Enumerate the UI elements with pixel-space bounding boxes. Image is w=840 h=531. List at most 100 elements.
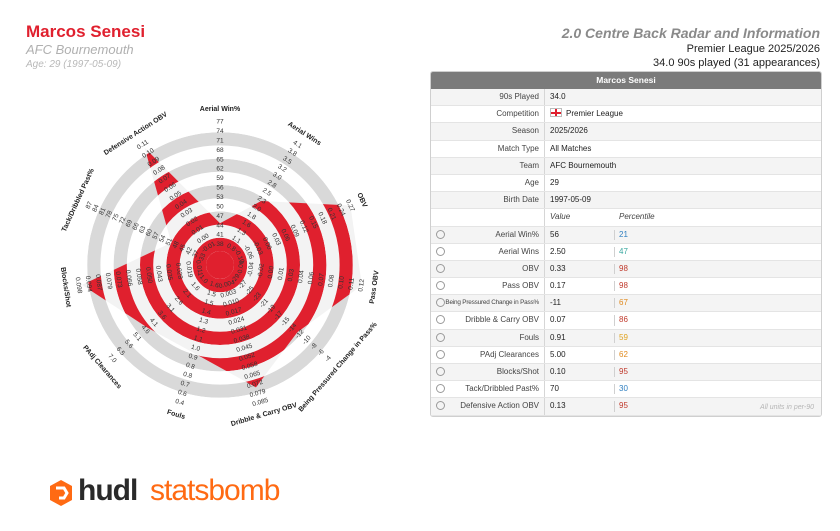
radar-tick-label: 1.6 (190, 281, 201, 293)
metric-percentile: 30 (619, 384, 628, 394)
radar-tick-label: 1.2 (196, 326, 207, 335)
radar-tick-label: 0.12 (298, 220, 310, 235)
radar-tick-label: 0.079 (104, 272, 113, 289)
metric-row: PAdj Clearances 5.00 62 (431, 346, 821, 364)
info-label: 90s Played (499, 92, 539, 101)
radar-tick-label: 45 (178, 243, 188, 253)
metric-percentile: 98 (619, 281, 628, 291)
radar-tick-label: 87 (85, 200, 95, 210)
metric-dial-icon (436, 332, 445, 342)
radar-ring (74, 119, 366, 411)
info-row: Age 29 (431, 174, 821, 193)
row-divider (544, 174, 545, 192)
radar-tick-label: 54 (158, 234, 168, 244)
metric-value: 5.00 (550, 349, 566, 359)
radar-tick-label: 2.1 (181, 288, 192, 300)
radar-tick-label: 47 (216, 213, 224, 220)
radar-tick-label: 0.072 (246, 379, 264, 390)
info-label: Competition (496, 109, 539, 119)
percentile-divider (614, 349, 615, 360)
metric-label: Dribble & Carry OBV (465, 315, 539, 325)
radar-tick-label: 1.8 (246, 211, 258, 222)
row-divider (544, 106, 545, 123)
metric-percentile: 62 (619, 349, 628, 359)
info-value: 29 (550, 175, 559, 191)
radar-tick-label: 0.035 (164, 264, 173, 281)
info-value: 2025/2026 (550, 123, 588, 139)
radar-tick-label: 0.27 (344, 198, 356, 213)
row-divider (544, 89, 545, 106)
percentile-divider (614, 281, 615, 292)
radar-tick-label: 74 (216, 128, 224, 135)
radar-tick-label: 0.031 (230, 324, 248, 335)
metric-percentile: 98 (619, 263, 628, 273)
radar-fill-band (179, 224, 261, 306)
metric-label: Being Pressured Change in Pass% (445, 299, 539, 307)
radar-tick-label: 5.1 (131, 331, 142, 343)
percentile-divider (614, 315, 615, 326)
radar-tick-label: -19 (266, 303, 278, 315)
info-label: Season (511, 126, 539, 136)
club-name: AFC Bournemouth (26, 42, 134, 57)
logo-word-statsbomb: statsbomb (150, 474, 280, 507)
metric-dial-icon (436, 401, 445, 411)
percentile-divider (614, 263, 615, 275)
minutes-line: 34.0 90s played (31 appearances) (653, 57, 820, 69)
radar-tick-label: 0.094 (84, 275, 93, 292)
radar-tick-label: 4.1 (292, 139, 304, 150)
radar-tick-label: 2.0 (251, 203, 263, 214)
info-value: AFC Bournemouth (550, 158, 616, 174)
radar-tick-label: 1.1 (193, 335, 204, 344)
radar-tick-label: 72 (118, 215, 128, 225)
row-divider (544, 192, 545, 209)
radar-tick-label: 0.079 (249, 388, 267, 399)
radar-tick-label: 0.024 (228, 315, 246, 326)
radar-tick-label: -29 (230, 273, 242, 285)
info-label: Birth Date (503, 195, 539, 205)
radar-tick-label: 0.10 (337, 275, 346, 289)
radar-tick-label: 0.24 (335, 203, 347, 218)
row-divider (544, 398, 545, 415)
radar-tick-label: 75 (111, 212, 121, 222)
radar-tick-label: 0.03 (270, 232, 282, 247)
info-value-text: 34.0 (550, 92, 566, 101)
radar-tick-label: 0.00 (261, 236, 273, 251)
metric-value: 0.13 (550, 401, 566, 411)
radar-tick-label: 3.1 (165, 302, 176, 314)
radar-tick-label: 0.03 (287, 268, 296, 282)
metric-value: 0.91 (550, 332, 566, 342)
radar-tick-label: 0.06 (307, 271, 316, 285)
radar-tick-label: 1.6 (209, 280, 220, 289)
row-divider (544, 295, 545, 312)
metric-label: Defensive Action OBV (460, 401, 539, 411)
radar-tick-label: -12 (294, 328, 306, 340)
metric-label: Aerial Win% (495, 229, 539, 239)
info-value-text: 29 (550, 177, 559, 187)
radar-tick-label: 63 (138, 225, 148, 235)
radar-tick-label: 2.6 (173, 295, 184, 307)
info-value: 1997-05-09 (550, 192, 591, 208)
info-row: Season 2025/2026 (431, 123, 821, 141)
radar-tick-label: -15 (280, 316, 292, 328)
report-title: 2.0 Centre Back Radar and Information (561, 25, 820, 41)
radar-tick-label: 56 (216, 185, 224, 192)
info-value: 34.0 (550, 89, 566, 105)
radar-tick-label: -0.06 (237, 260, 246, 276)
metric-dial-icon (436, 315, 445, 325)
radar-tick-label: 4.6 (140, 324, 151, 336)
radar-tick-label: 0.073 (114, 271, 123, 288)
report-header: 2.0 Centre Back Radar and Information Pr… (562, 24, 820, 70)
radar-tick-label: 6.5 (115, 346, 126, 358)
percentile-divider (614, 367, 615, 378)
metric-label: OBV (522, 263, 539, 273)
radar-tick-label: -17 (273, 310, 285, 322)
radar-tick-label: 48 (171, 240, 181, 250)
radar-tick-label: 0.098 (74, 277, 83, 294)
radar-tick-label: 0.045 (236, 343, 254, 354)
radar-tick-label: 0.065 (244, 370, 262, 381)
radar-tick-label: 0.04 (297, 270, 306, 284)
radar-tick-label: 0.09 (289, 224, 301, 239)
metric-value: 70 (550, 384, 559, 394)
radar-tick-label: 1.4 (201, 307, 212, 316)
metric-row: Defensive Action OBV 0.13 95 (431, 398, 821, 416)
